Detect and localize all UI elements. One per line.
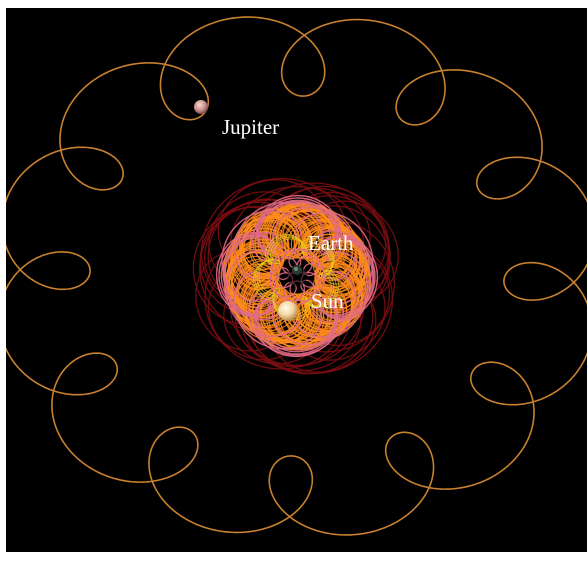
- sun-marker: [278, 301, 298, 321]
- center-earth-marker: [292, 265, 302, 275]
- pink-group-line: [233, 201, 375, 350]
- earth-label: Earth: [308, 231, 354, 255]
- orange-group-line: [224, 205, 368, 349]
- pink-group-line: [215, 194, 379, 358]
- pink-group-line: [220, 199, 374, 353]
- orange-group-line: [231, 214, 362, 343]
- pink-orbit-traces: [215, 194, 379, 358]
- sun-label: Sun: [311, 289, 344, 313]
- jupiter-epicycle-trace: [6, 16, 587, 536]
- center-shadow: [287, 266, 307, 286]
- pink-group-line: [221, 210, 374, 356]
- jupiter-label: Jupiter: [222, 115, 280, 139]
- orange-group-line: [223, 202, 371, 350]
- earth-rosette-group-line: [269, 248, 326, 305]
- orbit-visualization: Jupiter Earth Sun: [6, 8, 587, 552]
- dark-red-group-line: [204, 182, 390, 370]
- orange-group-line: [236, 215, 358, 337]
- yellow-group-line: [252, 234, 340, 321]
- earth-rosette-traces: [269, 248, 326, 305]
- earth-rosette-group-line: [269, 248, 325, 302]
- orbit-plot-svg: [6, 16, 587, 536]
- pink-group-line: [218, 197, 376, 355]
- pink-group-line: [225, 200, 369, 338]
- jupiter-marker: [194, 100, 208, 114]
